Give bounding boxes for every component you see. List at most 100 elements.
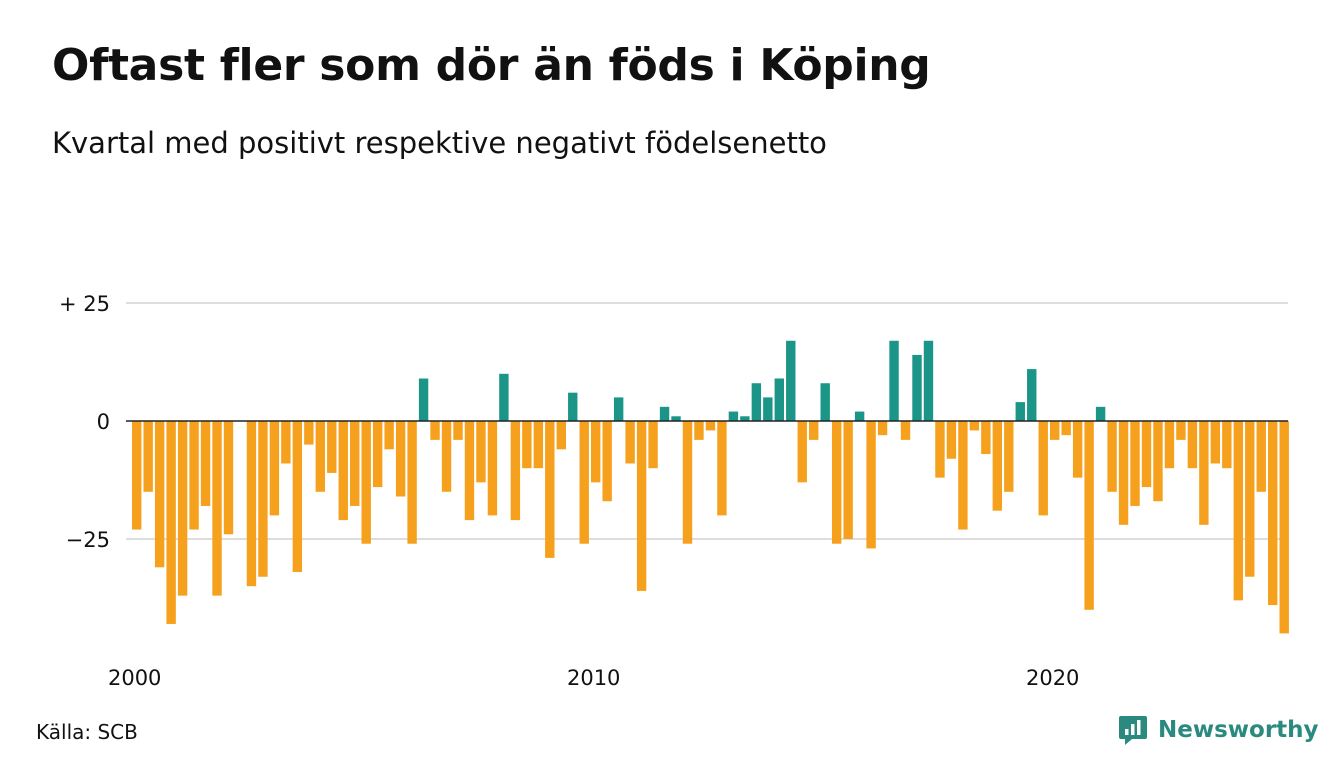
bar-positive xyxy=(889,340,899,421)
bar-negative xyxy=(338,421,348,521)
bar-negative xyxy=(843,421,853,539)
bar-negative xyxy=(372,421,383,488)
bar-positive xyxy=(820,383,830,421)
bar-negative xyxy=(1084,421,1094,610)
bar-negative xyxy=(200,421,211,506)
bar-positive xyxy=(418,378,429,421)
bar-negative xyxy=(292,421,303,573)
bar-negative xyxy=(602,421,612,502)
bar-positive xyxy=(1015,402,1025,421)
bar-positive xyxy=(671,416,681,421)
bar-negative xyxy=(705,421,716,431)
bar-negative xyxy=(1130,421,1140,506)
bar-negative xyxy=(981,421,991,455)
bar-negative xyxy=(1279,421,1289,634)
bar-negative xyxy=(154,421,165,568)
bar-positive xyxy=(763,397,773,421)
bar-negative xyxy=(1141,421,1152,488)
bar-negative xyxy=(946,421,957,459)
bar-negative xyxy=(384,421,394,450)
bar-negative xyxy=(1199,421,1209,525)
bar-negative xyxy=(533,421,544,469)
bar-negative xyxy=(258,421,268,577)
bar-negative xyxy=(625,421,635,464)
bar-negative xyxy=(166,421,176,624)
bar-positive xyxy=(854,411,865,421)
bar-negative xyxy=(900,421,911,440)
bar-positive xyxy=(1095,406,1106,421)
bar-negative xyxy=(430,421,440,440)
bar-negative xyxy=(636,421,647,591)
bar-positive xyxy=(740,416,750,421)
newsworthy-logo-icon xyxy=(1119,716,1147,745)
bar-positive xyxy=(613,397,624,421)
bar-negative xyxy=(1176,421,1186,440)
brand-name: Newsworthy xyxy=(1158,717,1319,743)
bar-negative xyxy=(223,421,234,535)
bar-negative xyxy=(487,421,498,516)
bar-negative xyxy=(189,421,199,530)
bar-negative xyxy=(992,421,1003,511)
bar-negative xyxy=(809,421,819,440)
y-tick-label: −25 xyxy=(66,528,110,552)
bar-negative xyxy=(935,421,945,478)
bar-positive xyxy=(912,354,922,421)
bar-negative xyxy=(556,421,566,450)
bar-negative xyxy=(1164,421,1175,469)
bar-negative xyxy=(969,421,980,431)
x-tick-label: 2010 xyxy=(567,666,620,690)
y-tick-label: + 25 xyxy=(59,292,110,316)
bar-negative xyxy=(1187,421,1198,469)
bar-negative xyxy=(395,421,406,497)
bar-negative xyxy=(281,421,291,464)
bar-negative xyxy=(1210,421,1221,464)
bar-negative xyxy=(177,421,188,596)
bar-negative xyxy=(315,421,325,492)
bar-negative xyxy=(591,421,601,483)
bar-negative xyxy=(1153,421,1163,502)
bar-negative xyxy=(407,421,417,544)
bar-positive xyxy=(728,411,739,421)
brand-logo[interactable]: Newsworthy xyxy=(1118,712,1319,748)
chart-title: Oftast fler som dör än föds i Köping xyxy=(52,40,931,91)
bar-negative xyxy=(1233,421,1243,601)
bar-negative xyxy=(1222,421,1232,469)
bar-negative xyxy=(246,421,257,587)
bar-negative xyxy=(476,421,486,483)
bar-negative xyxy=(682,421,693,544)
bar-negative xyxy=(1245,421,1255,577)
x-tick-label: 2020 xyxy=(1026,666,1079,690)
bar-negative xyxy=(132,421,142,530)
bar-negative xyxy=(797,421,807,483)
bar-negative xyxy=(1004,421,1014,492)
bar-negative xyxy=(694,421,704,440)
bar-negative xyxy=(143,421,153,492)
bar-negative xyxy=(1061,421,1071,436)
bar-negative xyxy=(212,421,222,596)
source-note: Källa: SCB xyxy=(36,720,138,744)
bar-positive xyxy=(1027,369,1037,421)
bar-positive xyxy=(786,340,796,421)
bar-positive xyxy=(774,378,784,421)
bar-negative xyxy=(441,421,452,492)
bar-negative xyxy=(1072,421,1083,478)
bar-negative xyxy=(510,421,521,521)
bar-negative xyxy=(1118,421,1129,525)
bar-negative xyxy=(350,421,360,506)
x-tick-label: 2000 xyxy=(108,666,161,690)
bar-negative xyxy=(1050,421,1060,440)
bar-negative xyxy=(717,421,727,516)
bar-positive xyxy=(499,373,509,421)
bar-negative xyxy=(453,421,463,440)
bar-negative xyxy=(464,421,475,521)
bar-negative xyxy=(327,421,337,473)
bar-negative xyxy=(877,421,888,436)
bar-negative xyxy=(958,421,968,530)
bar-positive xyxy=(751,383,762,421)
bar-positive xyxy=(923,340,934,421)
bar-negative xyxy=(866,421,876,549)
bar-negative xyxy=(579,421,589,544)
bar-negative xyxy=(545,421,555,558)
bar-negative xyxy=(648,421,658,469)
